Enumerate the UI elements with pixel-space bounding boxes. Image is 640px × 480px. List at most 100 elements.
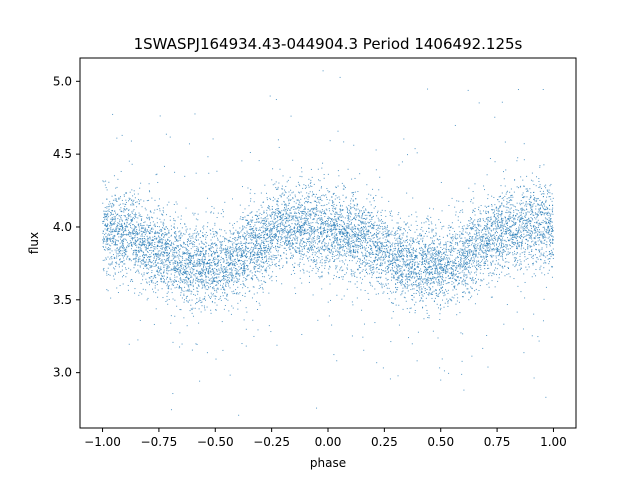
data-point <box>356 286 358 288</box>
data-point <box>164 250 166 252</box>
data-point <box>430 216 432 218</box>
data-point <box>538 249 540 251</box>
data-point <box>475 241 477 243</box>
data-point <box>447 271 449 273</box>
data-point <box>424 254 426 256</box>
data-point <box>312 252 314 254</box>
data-point <box>421 222 423 224</box>
data-point <box>479 249 481 251</box>
data-point <box>300 198 302 200</box>
data-point <box>261 214 263 216</box>
data-point <box>296 251 298 253</box>
data-point <box>447 289 449 291</box>
data-point <box>155 254 157 256</box>
data-point <box>276 200 278 202</box>
data-point <box>230 250 232 252</box>
data-point <box>406 287 408 289</box>
data-point <box>196 239 198 241</box>
data-point <box>299 233 301 235</box>
data-point <box>458 200 460 202</box>
data-point <box>121 254 123 256</box>
data-point <box>242 283 244 285</box>
data-point <box>203 243 205 245</box>
data-point <box>247 265 249 267</box>
data-point <box>250 228 252 230</box>
data-point <box>412 238 414 240</box>
data-point <box>184 280 186 282</box>
data-point <box>488 232 490 234</box>
data-point <box>311 240 313 242</box>
data-point <box>457 277 459 279</box>
data-point <box>216 252 218 254</box>
data-point <box>179 309 181 311</box>
data-point <box>551 229 553 231</box>
data-point <box>376 271 378 273</box>
data-point <box>109 225 111 227</box>
data-point <box>308 271 310 273</box>
data-point <box>144 228 146 230</box>
data-point <box>207 276 209 278</box>
data-point <box>264 229 266 231</box>
data-point <box>491 272 493 274</box>
data-point <box>122 227 124 229</box>
data-point <box>385 277 387 279</box>
data-point <box>245 242 247 244</box>
data-point <box>365 227 367 229</box>
data-point <box>210 246 212 248</box>
data-point <box>376 231 378 233</box>
data-point <box>472 220 474 222</box>
data-point <box>127 229 129 231</box>
data-point <box>293 215 295 217</box>
data-point <box>190 248 192 250</box>
data-point <box>256 211 258 213</box>
data-point <box>350 250 352 252</box>
data-point <box>141 206 143 208</box>
data-point <box>542 233 544 235</box>
data-point <box>106 236 108 238</box>
data-point <box>533 245 535 247</box>
data-point <box>185 249 187 251</box>
data-point <box>392 311 394 313</box>
data-point <box>210 239 212 241</box>
data-point <box>410 294 412 296</box>
data-point <box>175 256 177 258</box>
data-point <box>209 262 211 264</box>
data-point <box>376 250 378 252</box>
data-point <box>147 246 149 248</box>
data-point <box>506 253 508 255</box>
data-point <box>319 237 321 239</box>
data-point <box>428 263 430 265</box>
data-point <box>299 192 301 194</box>
data-point <box>483 242 485 244</box>
data-point <box>433 265 435 267</box>
data-point <box>526 234 528 236</box>
data-point <box>391 276 393 278</box>
data-point <box>191 262 193 264</box>
data-point <box>145 248 147 250</box>
data-point <box>535 213 537 215</box>
data-point <box>488 241 490 243</box>
data-point <box>480 255 482 257</box>
data-point <box>462 280 464 282</box>
data-point <box>388 259 390 261</box>
data-point <box>184 286 186 288</box>
data-point <box>138 272 140 274</box>
data-point <box>508 200 510 202</box>
data-point <box>269 227 271 229</box>
data-point <box>516 202 518 204</box>
data-point <box>376 245 378 247</box>
data-point <box>154 242 156 244</box>
data-point <box>183 301 185 303</box>
data-point <box>467 283 469 285</box>
data-point <box>321 258 323 260</box>
data-point <box>302 212 304 214</box>
data-point <box>157 205 159 207</box>
data-point <box>424 263 426 265</box>
data-point <box>124 225 126 227</box>
data-point <box>199 271 201 273</box>
data-point <box>476 235 478 237</box>
data-point <box>484 189 486 191</box>
data-point <box>185 264 187 266</box>
data-point <box>429 253 431 255</box>
data-point <box>475 248 477 250</box>
